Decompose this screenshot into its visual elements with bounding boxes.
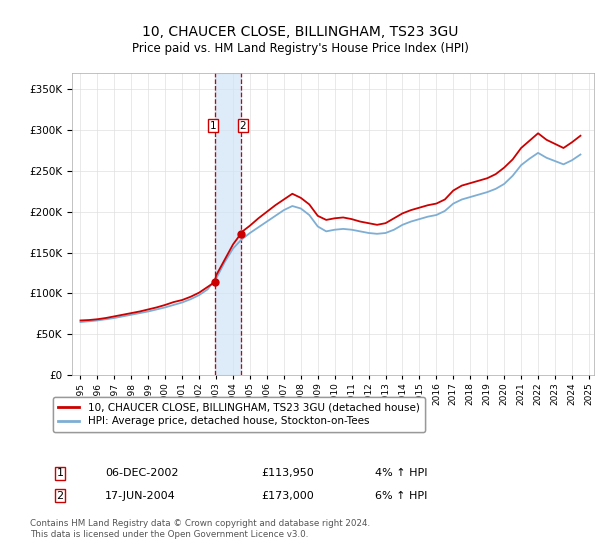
Bar — [215, 73, 241, 375]
Text: Price paid vs. HM Land Registry's House Price Index (HPI): Price paid vs. HM Land Registry's House … — [131, 42, 469, 55]
Text: 10, CHAUCER CLOSE, BILLINGHAM, TS23 3GU: 10, CHAUCER CLOSE, BILLINGHAM, TS23 3GU — [142, 25, 458, 39]
Text: 1: 1 — [56, 468, 64, 478]
Text: 4% ↑ HPI: 4% ↑ HPI — [375, 468, 427, 478]
Text: 2: 2 — [56, 491, 64, 501]
Text: 17-JUN-2004: 17-JUN-2004 — [105, 491, 176, 501]
Text: Contains HM Land Registry data © Crown copyright and database right 2024.
This d: Contains HM Land Registry data © Crown c… — [30, 520, 370, 539]
Text: 2: 2 — [239, 121, 246, 131]
Text: £113,950: £113,950 — [261, 468, 314, 478]
Text: £173,000: £173,000 — [261, 491, 314, 501]
Text: 6% ↑ HPI: 6% ↑ HPI — [375, 491, 427, 501]
Text: 1: 1 — [210, 121, 217, 131]
Text: 06-DEC-2002: 06-DEC-2002 — [105, 468, 179, 478]
Legend: 10, CHAUCER CLOSE, BILLINGHAM, TS23 3GU (detached house), HPI: Average price, de: 10, CHAUCER CLOSE, BILLINGHAM, TS23 3GU … — [53, 397, 425, 432]
